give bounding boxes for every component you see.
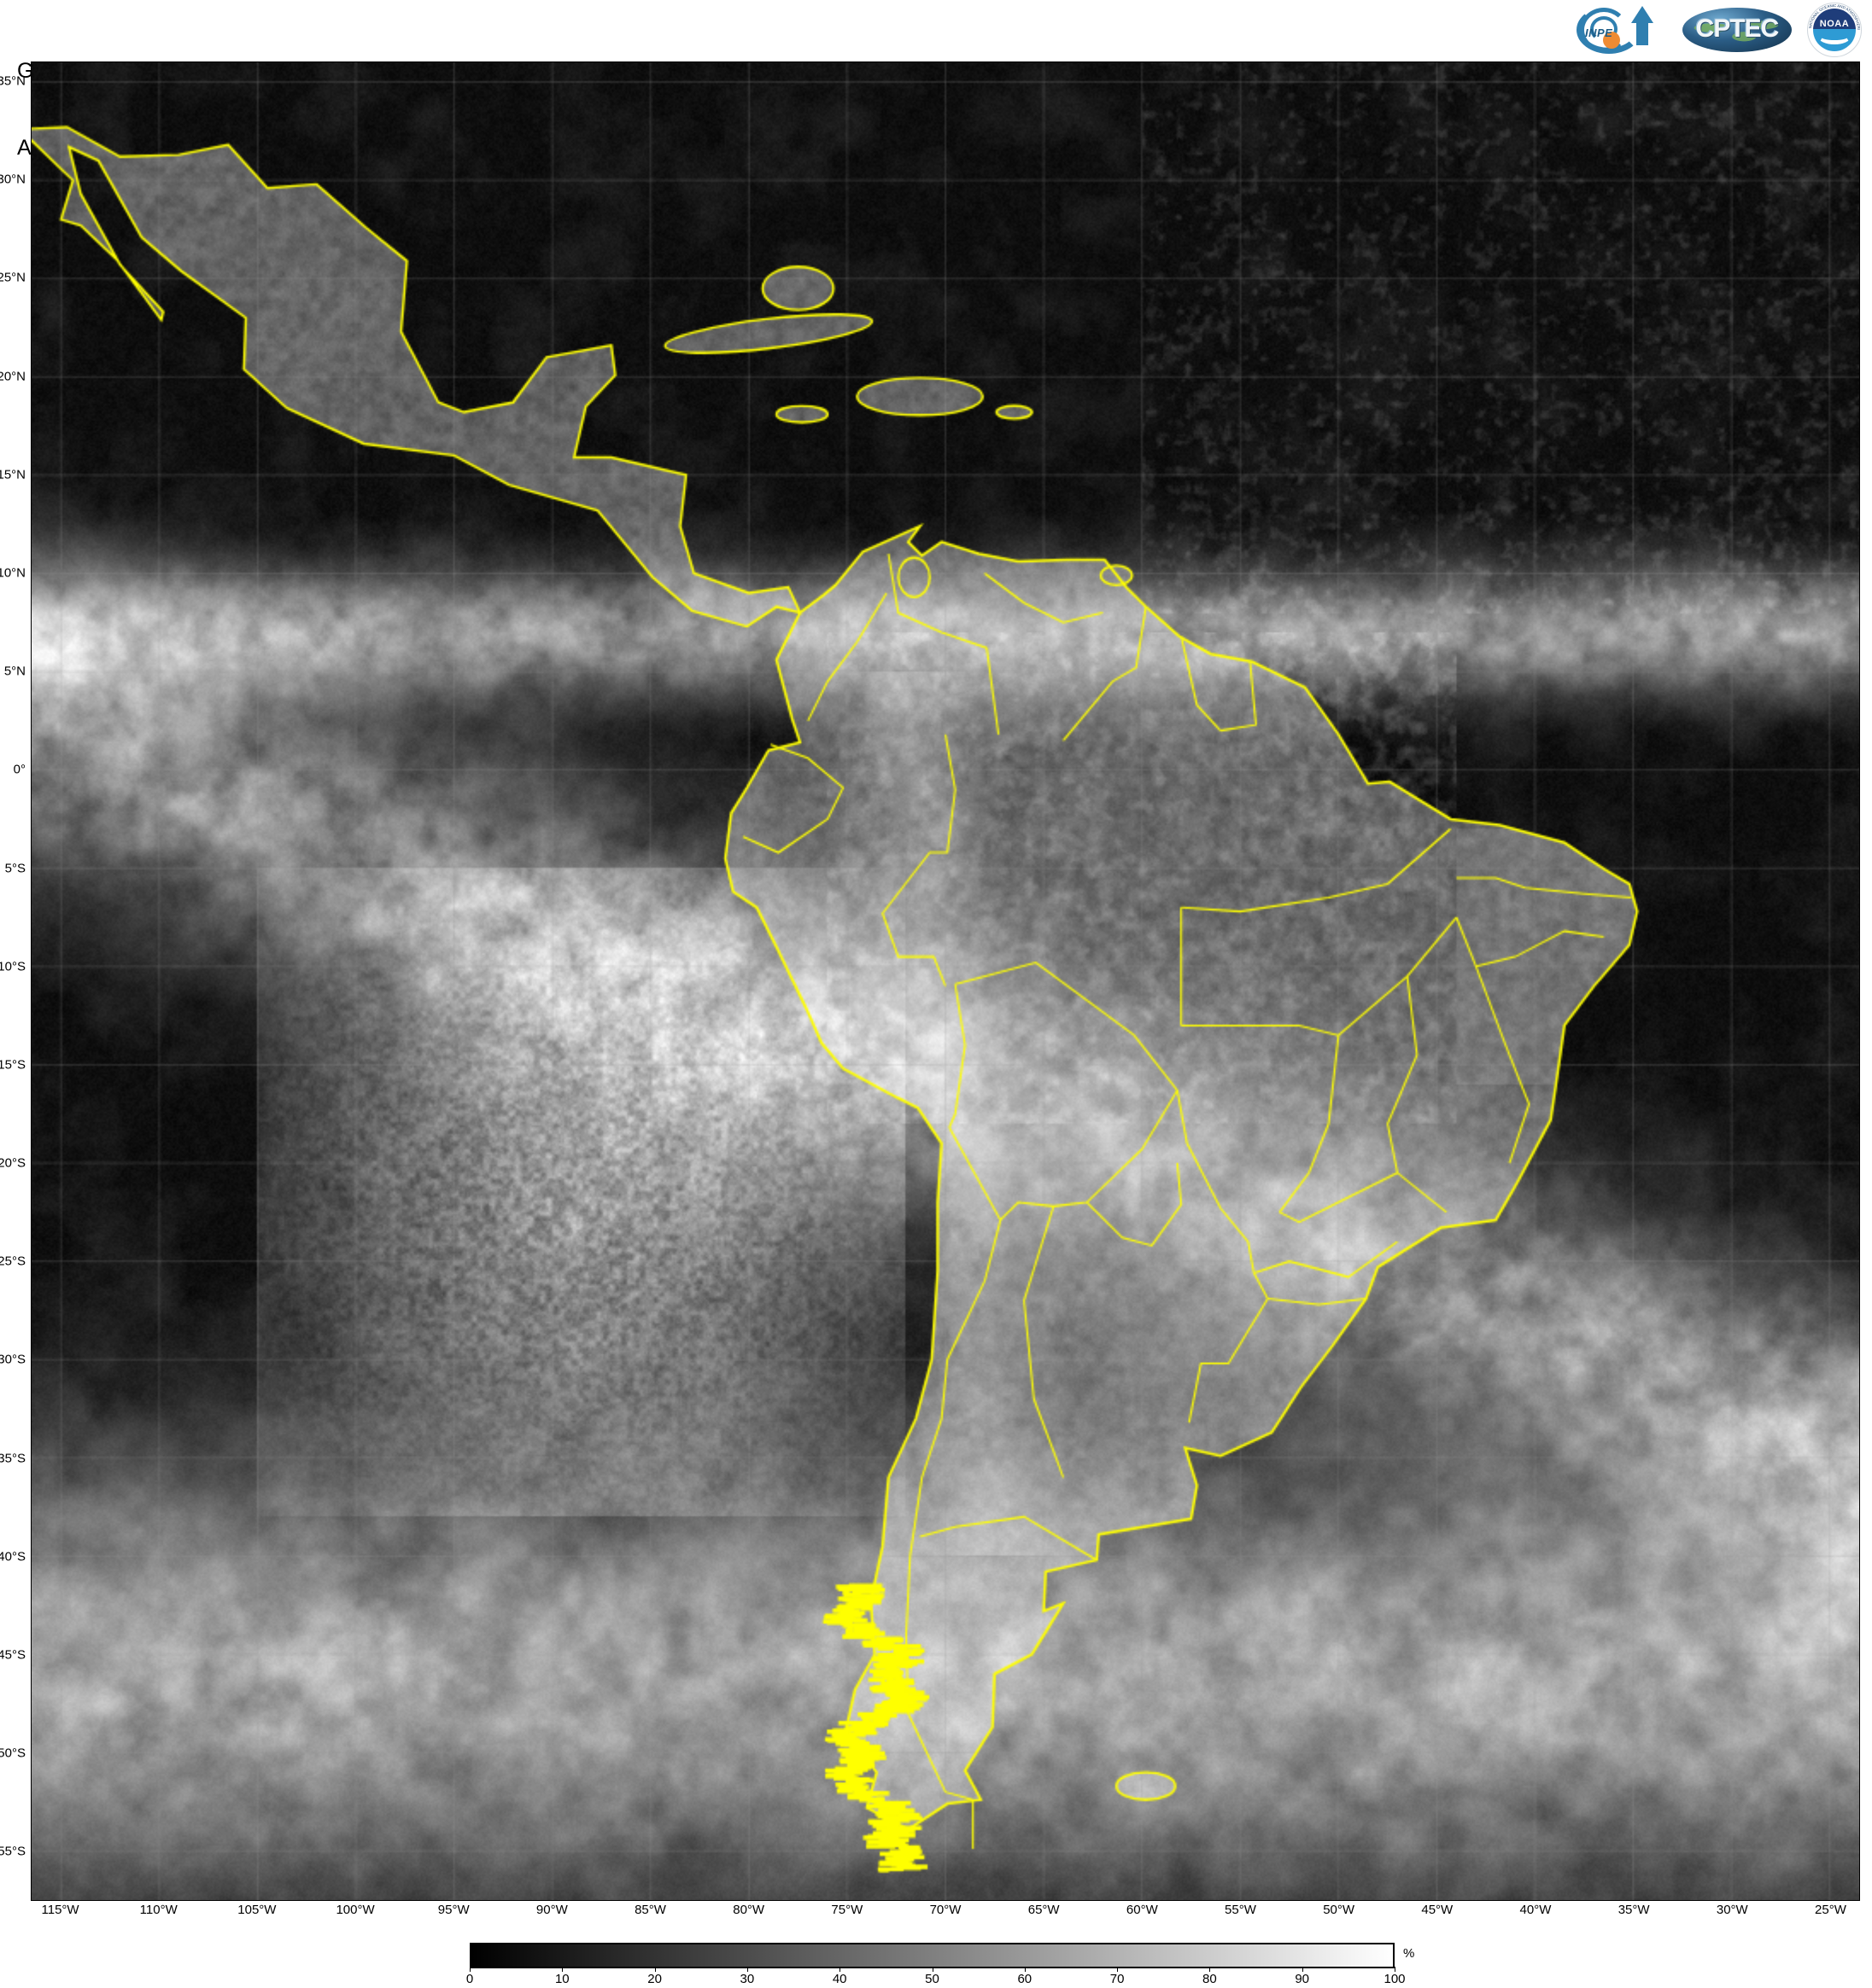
colorbar-tick-label: 100 xyxy=(1384,1972,1406,1986)
longitude-axis: 115°W 110°W 105°W 100°W 95°W 90°W 85°W 80°W 75°W… xyxy=(31,1903,1860,1925)
colorbar-tick-label: 60 xyxy=(1017,1972,1033,1986)
longitude-tick-label: 50°W xyxy=(1323,1903,1355,1917)
inpe-logo-text: INPE xyxy=(1585,26,1613,39)
colorbar-tick-label: 70 xyxy=(1109,1972,1125,1986)
longitude-tick-label: 45°W xyxy=(1421,1903,1454,1917)
latitude-tick-label: 5°S xyxy=(4,861,26,876)
latitude-axis: 35°N 30°N 25°N 20°N 15°N 10°N 5°N 0° 5°S 10°S 15°S… xyxy=(0,61,31,1901)
longitude-tick-label: 85°W xyxy=(635,1903,666,1917)
colorbar-unit-label: % xyxy=(1403,1946,1415,1961)
longitude-tick-label: 100°W xyxy=(336,1903,375,1917)
latitude-tick-label: 50°S xyxy=(0,1745,26,1761)
colorbar-tick-label: 10 xyxy=(554,1972,570,1986)
longitude-tick-label: 55°W xyxy=(1225,1903,1256,1917)
latitude-tick-label: 15°S xyxy=(0,1057,26,1073)
longitude-tick-label: 35°W xyxy=(1618,1903,1650,1917)
longitude-tick-label: 75°W xyxy=(831,1903,863,1917)
noaa-logo: NATIONAL OCEANIC AND ATMOSPHERIC ADMINIS… xyxy=(1807,3,1863,57)
longitude-tick-label: 70°W xyxy=(929,1903,962,1917)
latitude-tick-label: 25°S xyxy=(0,1254,26,1269)
noaa-bird-icon xyxy=(1818,29,1851,44)
longitude-tick-label: 115°W xyxy=(41,1903,79,1917)
colorbar-container: 0 10 20 30 40 50 60 70 80 90 100 % xyxy=(466,1943,1414,1986)
latitude-tick-label: 35°S xyxy=(0,1451,26,1466)
longitude-tick-label: 110°W xyxy=(139,1903,178,1917)
colorbar-tick-label: 80 xyxy=(1202,1972,1217,1986)
latitude-tick-label: 30°N xyxy=(0,172,26,187)
longitude-tick-label: 80°W xyxy=(733,1903,765,1917)
latitude-tick-label: 35°N xyxy=(0,73,26,89)
colorbar-tick-mark xyxy=(1024,1967,1026,1972)
latitude-tick-label: 40°S xyxy=(0,1549,26,1564)
longitude-tick-label: 90°W xyxy=(535,1903,568,1917)
colorbar-tick-mark xyxy=(1302,1967,1303,1972)
inpe-inner-ring-shape xyxy=(1590,16,1618,42)
noaa-logo-text: NOAA xyxy=(1819,19,1850,29)
noaa-inner-disc: NOAA xyxy=(1813,9,1856,51)
longitude-tick-label: 30°W xyxy=(1716,1903,1748,1917)
colorbar-tick-label: 30 xyxy=(740,1972,755,1986)
colorbar-tick-mark xyxy=(654,1967,656,1972)
colorbar-tick-label: 50 xyxy=(925,1972,939,1986)
latitude-tick-label: 5°N xyxy=(3,664,26,679)
longitude-tick-label: 25°W xyxy=(1815,1903,1846,1917)
colorbar-tick-mark xyxy=(470,1967,471,1972)
cptec-logo: CPTEC xyxy=(1682,3,1792,57)
colorbar-tick-label: 0 xyxy=(465,1972,474,1986)
colorbar-tick-labels: 0 10 20 30 40 50 60 70 80 90 100 xyxy=(466,1967,1406,1988)
inpe-logo: INPE xyxy=(1575,3,1667,57)
inpe-arrow-stem xyxy=(1636,20,1648,45)
cptec-landmass-shape xyxy=(1693,16,1781,45)
satellite-image-canvas[interactable] xyxy=(32,62,1859,1900)
latitude-tick-label: 10°N xyxy=(0,565,26,581)
latitude-tick-label: 55°S xyxy=(0,1844,26,1859)
colorbar-tick-label: 20 xyxy=(647,1972,662,1986)
latitude-tick-label: 0° xyxy=(13,762,26,777)
cptec-logo-text: CPTEC xyxy=(1695,15,1780,43)
colorbar-tick-mark xyxy=(1117,1967,1119,1972)
longitude-tick-label: 105°W xyxy=(237,1903,277,1917)
logo-bar: INPE CPTEC NATIONAL OCEANIC AND ATMOSPHE… xyxy=(1575,2,1863,58)
colorbar-tick-mark xyxy=(839,1967,841,1972)
colorbar-tick-label: 90 xyxy=(1295,1972,1310,1986)
latitude-tick-label: 45°S xyxy=(0,1647,26,1663)
latitude-tick-label: 10°S xyxy=(0,959,26,974)
inpe-dot-shape xyxy=(1603,32,1620,49)
inpe-ring-shape xyxy=(1580,8,1628,52)
longitude-tick-label: 40°W xyxy=(1519,1903,1552,1917)
colorbar-gradient xyxy=(470,1943,1395,1968)
longitude-tick-label: 95°W xyxy=(437,1903,470,1917)
colorbar-tick-mark xyxy=(746,1967,748,1972)
latitude-tick-label: 15°N xyxy=(0,467,26,482)
colorbar-tick-label: 40 xyxy=(832,1972,847,1986)
latitude-tick-label: 30°S xyxy=(0,1352,26,1367)
longitude-tick-label: 65°W xyxy=(1027,1903,1060,1917)
longitude-tick-label: 60°W xyxy=(1126,1903,1158,1917)
latitude-tick-label: 25°N xyxy=(0,270,26,285)
inpe-arrow-head-icon xyxy=(1631,6,1653,23)
colorbar-tick-mark xyxy=(1209,1967,1211,1972)
latitude-tick-label: 20°N xyxy=(0,369,26,384)
colorbar-tick-mark xyxy=(562,1967,564,1972)
satellite-map-plot[interactable] xyxy=(31,61,1860,1901)
latitude-tick-label: 20°S xyxy=(0,1155,26,1171)
